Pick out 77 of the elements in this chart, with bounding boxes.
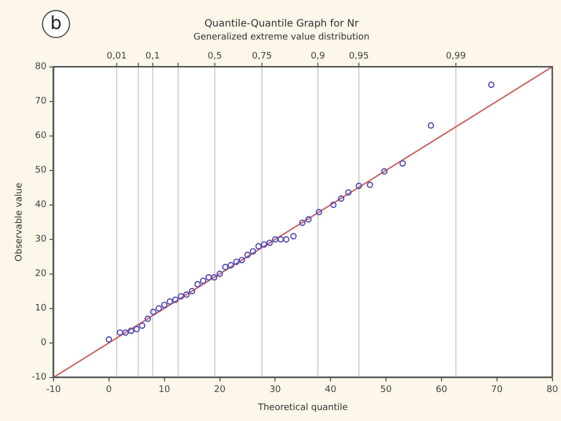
y-tick-label: 60 <box>35 131 47 142</box>
point <box>116 329 124 336</box>
x-tick-label: 0 <box>106 385 112 396</box>
x-tick-label: 50 <box>380 385 392 396</box>
point <box>233 258 240 265</box>
point <box>228 262 234 268</box>
y-tick-label: 10 <box>35 304 47 314</box>
point <box>299 220 306 226</box>
point <box>200 278 206 284</box>
x-tick-label: 40 <box>324 385 337 396</box>
point <box>194 281 201 288</box>
x-tick-label: 70 <box>491 385 503 396</box>
point <box>144 316 151 322</box>
annotation: 0,99 <box>446 52 466 62</box>
x-tick-label: 30 <box>269 385 282 396</box>
point <box>283 236 290 243</box>
point <box>278 236 284 243</box>
point <box>338 195 344 202</box>
point <box>156 305 162 312</box>
chart-title: Quantile-Quantile Graph for Nr <box>204 18 360 30</box>
y-tick-label: -10 <box>32 372 47 383</box>
point <box>356 182 362 190</box>
y-tick-label: 40 <box>35 200 47 210</box>
x-tick-label: -10 <box>46 385 62 396</box>
x-tick-label: 80 <box>546 385 558 396</box>
annotation: 0,9 <box>310 52 326 62</box>
point <box>216 270 223 278</box>
y-tick-label: 20 <box>35 269 47 280</box>
annotation: 0,1 <box>146 52 160 62</box>
x-tick-label: 60 <box>436 385 448 396</box>
point <box>272 236 278 243</box>
point <box>330 202 337 208</box>
point <box>122 329 129 336</box>
y-tick-label: 80 <box>35 62 47 72</box>
point <box>172 296 179 303</box>
y-axis-title: Observable value <box>14 182 25 262</box>
point <box>166 298 174 305</box>
point <box>188 288 196 294</box>
point <box>205 274 212 281</box>
point <box>290 233 297 240</box>
x-axis-title: Theoretical quantile <box>256 402 348 413</box>
point <box>133 326 140 332</box>
point <box>316 208 322 216</box>
point <box>366 182 374 188</box>
point <box>150 308 156 316</box>
annotation: 0,01 <box>106 52 127 62</box>
point <box>305 216 312 223</box>
point <box>106 336 112 343</box>
point <box>244 252 251 258</box>
annotation: 0,95 <box>348 52 369 62</box>
y-tick-label: 0 <box>40 338 47 348</box>
point <box>161 302 168 308</box>
point <box>381 168 388 175</box>
chart-subtitle: Generalized extreme value distribution <box>194 32 370 43</box>
annotation: 0,75 <box>252 52 272 62</box>
point <box>138 322 146 329</box>
point <box>222 264 228 270</box>
point <box>428 122 434 129</box>
point <box>488 82 495 88</box>
point <box>260 241 268 248</box>
y-tick-label: 50 <box>35 166 47 176</box>
point <box>266 240 273 246</box>
point <box>178 293 184 300</box>
y-tick-label: 30 <box>35 234 47 245</box>
point <box>211 274 218 281</box>
point <box>345 189 352 196</box>
point <box>183 291 190 298</box>
point <box>238 256 246 264</box>
annotation: 0,5 <box>208 52 222 62</box>
x-tick-label: 10 <box>158 385 170 396</box>
point <box>399 160 406 167</box>
point <box>250 248 256 255</box>
y-tick-label: 70 <box>35 96 47 107</box>
point <box>128 328 134 334</box>
text: b <box>42 10 70 38</box>
x-tick-label: 20 <box>214 385 226 396</box>
point <box>255 243 262 250</box>
